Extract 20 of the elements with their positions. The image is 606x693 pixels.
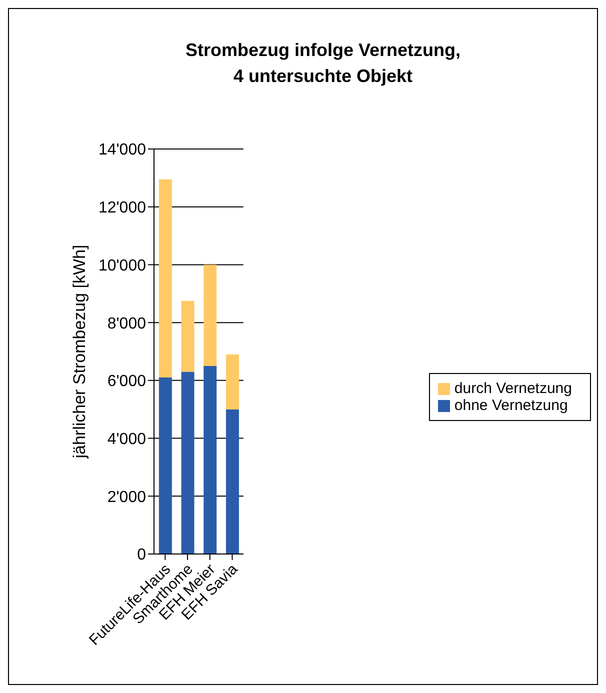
bar	[158, 378, 172, 554]
legend-label: durch Vernetzung	[454, 380, 572, 396]
bar	[226, 409, 239, 554]
y-tick-label: 4'000	[107, 430, 146, 448]
text: Strombezug infolge Vernetzung, 4 untersuchte Objekt	[184, 39, 462, 88]
y-tick-label: 8'000	[107, 315, 146, 332]
bar	[158, 179, 172, 378]
y-axis-title: jährlicher Strombezug [kWh]	[70, 244, 90, 460]
y-tick-label: 2'000	[107, 488, 146, 506]
bar	[204, 366, 217, 554]
legend-label: ohne Vernetzung	[454, 396, 568, 414]
y-tick-label: 14'000	[98, 142, 146, 159]
y-tick-label: 12'000	[98, 200, 146, 217]
bar	[181, 300, 194, 372]
y-tick-label: 6'000	[107, 373, 146, 390]
bar	[204, 264, 217, 366]
bar	[226, 354, 239, 410]
y-tick-label: 10'000	[98, 257, 146, 274]
y-tick-label: 0	[137, 546, 146, 564]
bar	[181, 372, 194, 554]
